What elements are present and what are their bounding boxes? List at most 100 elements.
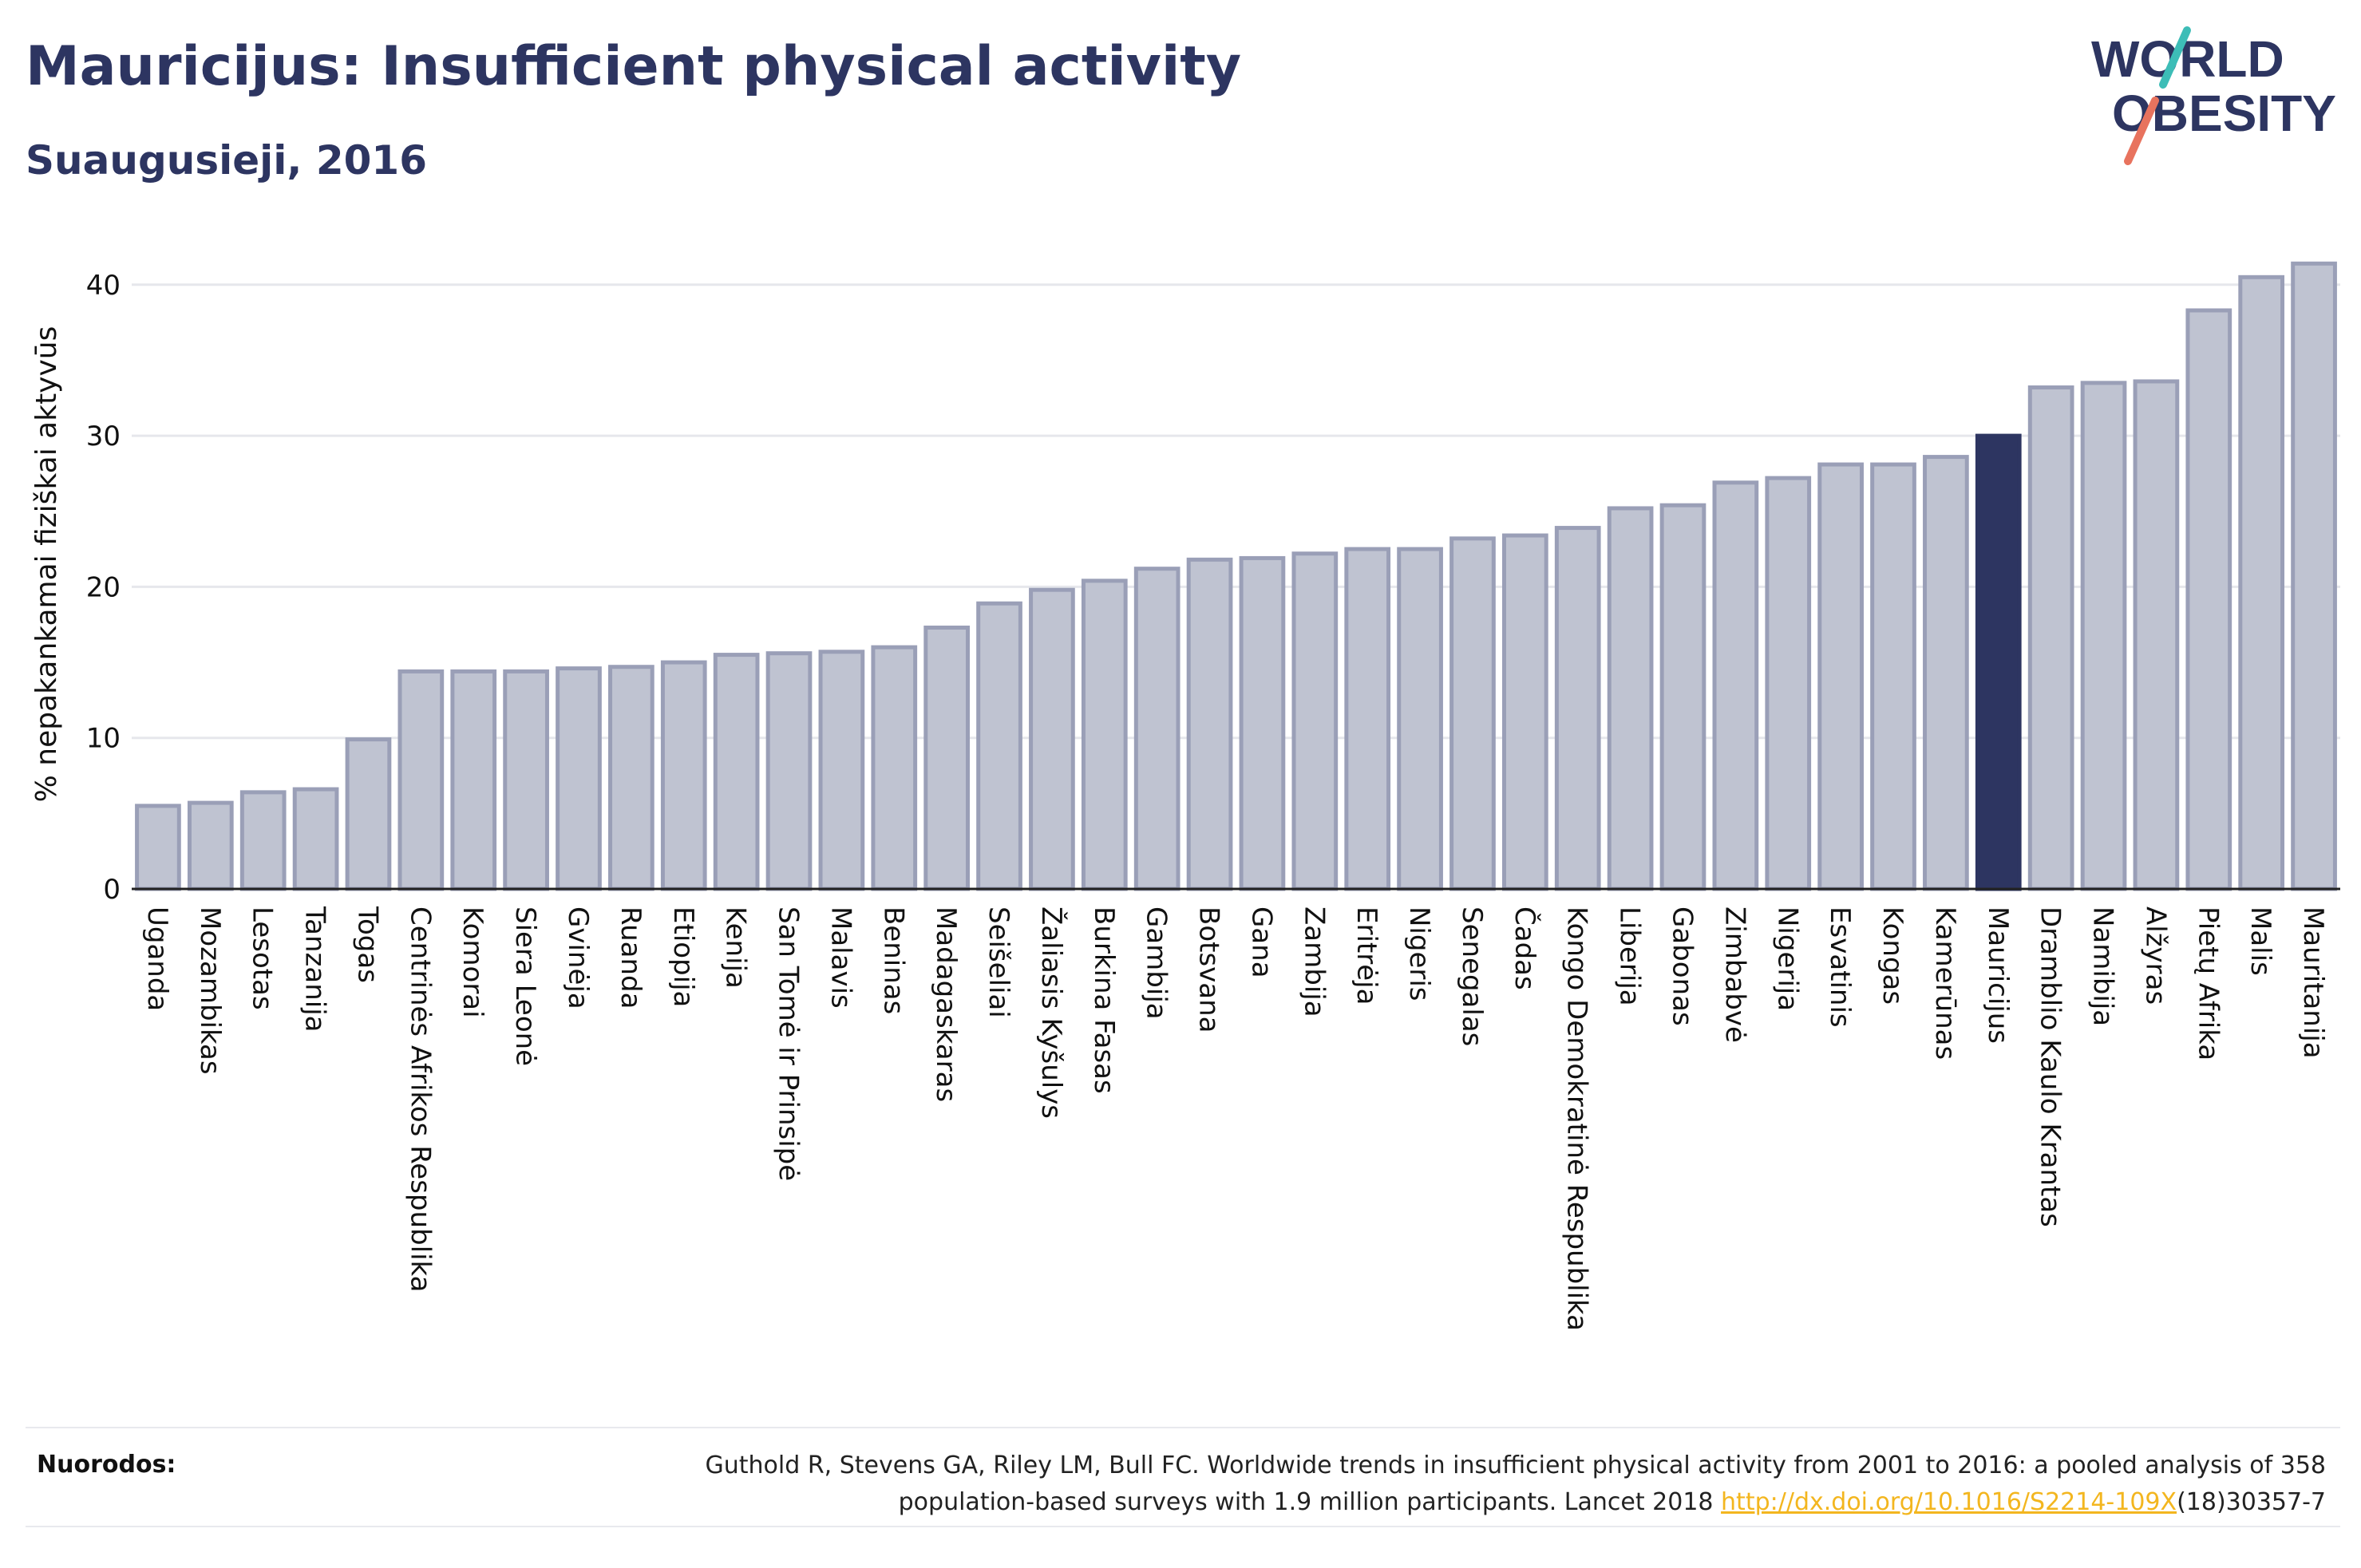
- x-tick-label: Kenija: [720, 906, 752, 989]
- bar: [135, 804, 181, 891]
- references-citation: Guthold R, Stevens GA, Riley LM, Bull FC…: [705, 1451, 2326, 1516]
- bar: [239, 790, 287, 891]
- y-tick-label: 30: [86, 421, 121, 452]
- x-tick-label: Siera Leonė: [509, 906, 541, 1066]
- x-tick-label: Mauricijus: [1982, 906, 2014, 1044]
- y-tick-label: 20: [86, 571, 121, 603]
- bar: [345, 737, 392, 891]
- bar: [450, 669, 497, 891]
- x-tick-label: Zimbabvė: [1718, 906, 1750, 1043]
- bar: [765, 651, 813, 891]
- bar: [1870, 462, 1916, 891]
- x-tick-label: Alžyras: [2139, 906, 2171, 1005]
- bar: [976, 601, 1022, 891]
- x-tick-label: Burkina Fasas: [1088, 906, 1120, 1094]
- bar: [187, 800, 234, 891]
- bar: [397, 669, 445, 891]
- bar: [713, 653, 760, 891]
- bar: [2185, 308, 2232, 891]
- bar: [1029, 587, 1075, 891]
- bar: [1659, 503, 1706, 891]
- logo-slash-teal: [2159, 26, 2191, 89]
- x-tick-label: Komorai: [457, 906, 488, 1018]
- y-axis-label: % nepakankamai fiziškai aktyvūs: [30, 326, 63, 803]
- x-tick-label: Nigerija: [1771, 906, 1803, 1011]
- x-tick-label: Gvinėja: [562, 906, 594, 1009]
- bar: [503, 669, 549, 891]
- bar: [608, 665, 655, 891]
- bar: [1817, 462, 1864, 891]
- footer-divider-top: [26, 1427, 2340, 1428]
- x-tick-label: Nigeris: [1403, 906, 1435, 1001]
- bar: [1712, 480, 1759, 891]
- bar: [1397, 547, 1443, 891]
- x-tick-label: Malavis: [825, 906, 856, 1009]
- page-subtitle: Suaugusieji, 2016: [26, 137, 427, 184]
- x-tick-label: Togas: [351, 906, 383, 983]
- bar: [660, 660, 707, 891]
- bar: [1501, 533, 1548, 891]
- bar: [1923, 455, 1969, 891]
- x-tick-label: Ruanda: [615, 906, 647, 1009]
- bar: [2291, 261, 2337, 891]
- logo-slash-coral: [2124, 97, 2159, 165]
- bar-chart: 0 10 20 30 40 % nepakankamai fiziškai aktyvūs…: [30, 261, 2340, 1331]
- bar: [2080, 381, 2127, 891]
- references-label: Nuorodos:: [37, 1451, 176, 1479]
- x-tick-label: San Tomė ir Prinsipė: [773, 906, 805, 1181]
- x-tick-label: Kongo Demokratinė Respublika: [1561, 906, 1593, 1331]
- references-doi-tail: (18)30357-7: [2177, 1488, 2326, 1516]
- x-tick-label: Gana: [1245, 906, 1277, 978]
- bar: [1765, 476, 1812, 891]
- bar: [2027, 385, 2074, 891]
- x-tick-label: Tanzanija: [299, 906, 331, 1032]
- bar: [818, 650, 865, 891]
- page-title: Mauricijus: Insufficient physical activi…: [26, 35, 1242, 98]
- y-tick-label: 10: [86, 723, 121, 755]
- bar: [1133, 567, 1180, 891]
- x-tick-label: Esvatinis: [1824, 906, 1856, 1028]
- bar: [1291, 551, 1339, 891]
- bar: [923, 626, 971, 891]
- bar: [1975, 433, 2022, 891]
- x-tick-label: Lesotas: [247, 906, 279, 1010]
- bar: [871, 645, 918, 891]
- bar: [1186, 557, 1233, 891]
- bar: [292, 787, 339, 891]
- x-tick-label: Pietų Afrika: [2192, 906, 2224, 1060]
- bar: [1344, 547, 1391, 891]
- x-tick-label: Kamerūnas: [1929, 906, 1961, 1060]
- x-tick-label: Botsvana: [1193, 906, 1225, 1033]
- x-tick-label: Centrinės Afrikos Respublika: [404, 906, 436, 1292]
- bar: [1239, 555, 1286, 891]
- y-tick-label: 0: [103, 874, 121, 906]
- x-tick-label: Zambija: [1298, 906, 1330, 1017]
- bar: [1081, 579, 1128, 891]
- x-tick-label: Uganda: [141, 906, 173, 1011]
- x-tick-label: Etiopija: [667, 906, 699, 1007]
- x-tick-label: Eritrėja: [1351, 906, 1382, 1005]
- x-tick-label: Dramblio Kaulo Krantas: [2035, 906, 2066, 1227]
- bar: [1607, 506, 1654, 891]
- bar: [556, 666, 602, 891]
- x-tick-label: Liberija: [1614, 906, 1646, 1006]
- x-tick-label: Mauritanija: [2297, 906, 2329, 1059]
- x-tick-label: Mozambikas: [194, 906, 226, 1075]
- x-tick-label: Kongas: [1877, 906, 1908, 1005]
- bar: [1449, 536, 1496, 891]
- x-tick-label: Čadas: [1509, 906, 1541, 990]
- x-tick-label: Senegalas: [1456, 906, 1488, 1046]
- x-tick-label: Malis: [2244, 906, 2276, 976]
- y-tick-label: 40: [86, 270, 121, 302]
- x-tick-label: Gabonas: [1666, 906, 1698, 1026]
- x-tick-label: Beninas: [877, 906, 909, 1014]
- bar: [1554, 526, 1601, 891]
- x-tick-label: Seišeliai: [983, 906, 1014, 1018]
- x-tick-label: Madagaskaras: [930, 906, 962, 1102]
- bar: [2238, 274, 2285, 891]
- footer-divider-bottom: [26, 1526, 2340, 1527]
- world-obesity-logo: WORLD OBESITY: [2075, 24, 2347, 168]
- x-tick-label: Namibija: [2087, 906, 2119, 1026]
- references-doi-link[interactable]: http://dx.doi.org/10.1016/S2214-109X: [1721, 1488, 2177, 1516]
- references-text: Guthold R, Stevens GA, Riley LM, Bull FC…: [570, 1448, 2326, 1521]
